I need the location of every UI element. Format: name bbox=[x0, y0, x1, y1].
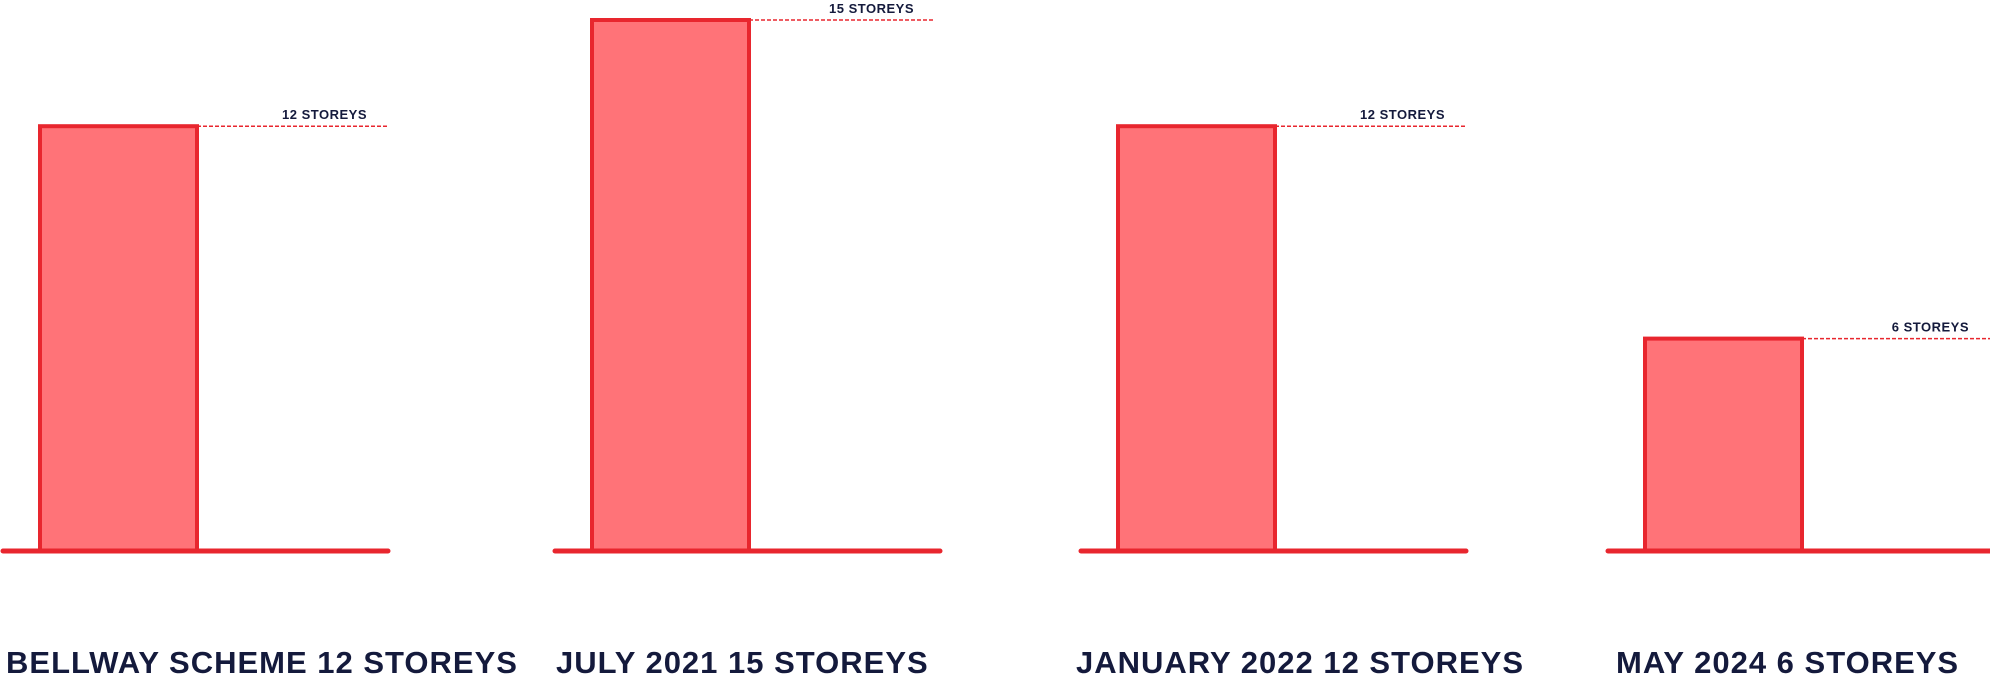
bar-panel: 15 STOREYS JULY 2021 15 STOREYS bbox=[552, 1, 943, 680]
category-label: MAY 2024 6 STOREYS bbox=[1616, 645, 1959, 680]
bar bbox=[38, 124, 199, 553]
bar bbox=[1643, 336, 1804, 553]
bar-panel: 6 STOREYS MAY 2024 6 STOREYS bbox=[1605, 320, 1990, 680]
category-label: JANUARY 2022 12 STOREYS bbox=[1076, 645, 1524, 680]
category-label: BELLWAY SCHEME 12 STOREYS bbox=[6, 645, 518, 680]
data-label: 12 STOREYS bbox=[282, 107, 367, 122]
data-label: 6 STOREYS bbox=[1892, 320, 1969, 335]
bar bbox=[1116, 124, 1277, 553]
bar bbox=[590, 18, 751, 553]
data-label: 12 STOREYS bbox=[1360, 107, 1445, 122]
category-label: JULY 2021 15 STOREYS bbox=[556, 645, 929, 680]
bar-panel: 12 STOREYS BELLWAY SCHEME 12 STOREYS bbox=[0, 107, 518, 680]
bar-panel: 12 STOREYS JANUARY 2022 12 STOREYS bbox=[1076, 107, 1524, 680]
data-label: 15 STOREYS bbox=[829, 1, 914, 16]
